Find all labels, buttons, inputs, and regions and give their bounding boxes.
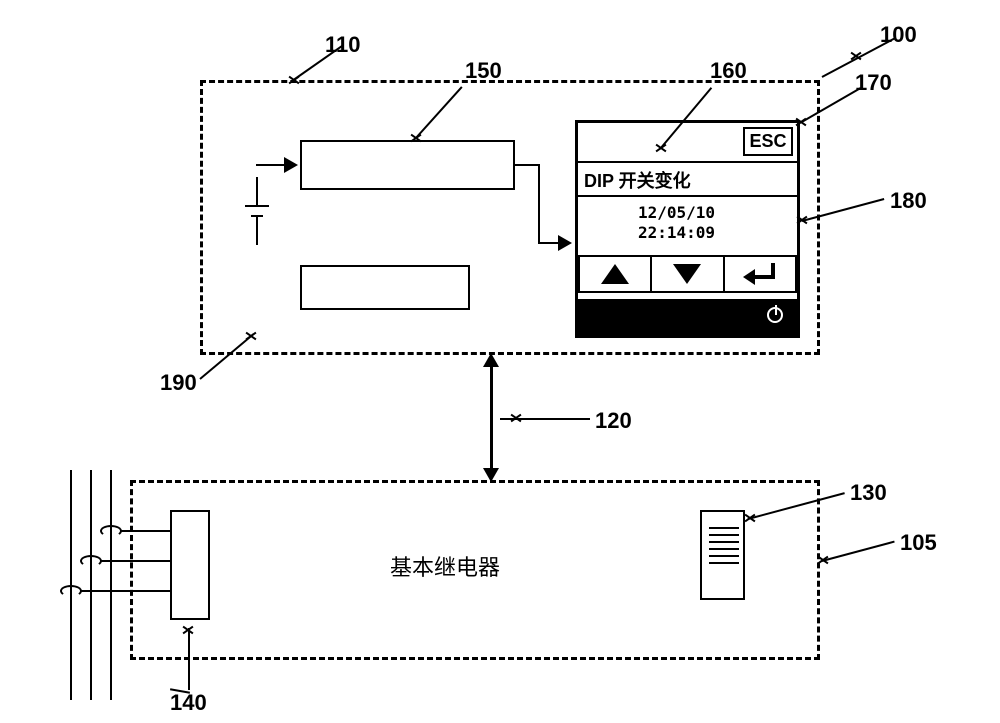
diagram-canvas: ESC DIP 开关变化 12/05/10 22:14:09 基本继电器 (20, 20, 980, 703)
wire (515, 164, 540, 166)
esc-button[interactable]: ESC (743, 127, 793, 156)
tick-icon (817, 554, 829, 566)
ref-140: 140 (170, 690, 207, 716)
dip-title: DIP 开关变化 (584, 167, 691, 193)
nav-row (578, 255, 797, 293)
ct-icon (100, 525, 122, 537)
tick-icon (744, 512, 756, 524)
ct-icon (80, 555, 102, 567)
screen-170: ESC DIP 开关变化 12/05/10 22:14:09 (575, 120, 800, 338)
ref-160: 160 (710, 58, 747, 84)
tick-icon (410, 132, 422, 144)
screen-date: 12/05/10 (638, 203, 715, 222)
wire (538, 242, 560, 244)
enter-button[interactable] (725, 255, 797, 293)
block-140 (170, 510, 210, 620)
arrow-down-icon (483, 468, 499, 482)
enter-icon (745, 263, 775, 285)
tick-icon (182, 624, 194, 636)
dip-lines-icon (709, 522, 739, 569)
ct-icon (60, 585, 82, 597)
ct-lead (120, 530, 170, 532)
block-130 (700, 510, 745, 600)
tick-icon (510, 412, 522, 424)
arrow-into-screen (558, 235, 572, 251)
ct-lead (100, 560, 170, 562)
block-190 (300, 265, 470, 310)
wire (256, 164, 286, 166)
screen-bottom-bar (578, 299, 797, 335)
ref-105: 105 (900, 530, 937, 556)
ref-180: 180 (890, 188, 927, 214)
ct-lead (80, 590, 170, 592)
leader (822, 541, 895, 562)
relay-label: 基本继电器 (390, 550, 500, 582)
tick-icon (655, 142, 667, 154)
arrow-into-150 (284, 157, 298, 173)
tick-icon (850, 50, 862, 62)
ref-120: 120 (595, 408, 632, 434)
power-icon[interactable] (767, 307, 783, 323)
wire (538, 164, 540, 244)
block-150 (300, 140, 515, 190)
tick-icon (795, 116, 807, 128)
ref-170: 170 (855, 70, 892, 96)
ref-130: 130 (850, 480, 887, 506)
leader (188, 628, 190, 690)
arrow-up-icon (601, 264, 629, 284)
arrow-down-icon (673, 264, 701, 284)
down-button[interactable] (652, 255, 724, 293)
ref-190: 190 (160, 370, 197, 396)
bus-line (110, 470, 112, 700)
tick-icon (245, 330, 257, 342)
link-120 (490, 365, 493, 470)
arrow-up-icon (483, 353, 499, 367)
up-button[interactable] (578, 255, 652, 293)
tick-icon (288, 74, 300, 86)
ref-150: 150 (465, 58, 502, 84)
bus-line (90, 470, 92, 700)
tick-icon (796, 214, 808, 226)
screen-time: 22:14:09 (638, 223, 715, 242)
